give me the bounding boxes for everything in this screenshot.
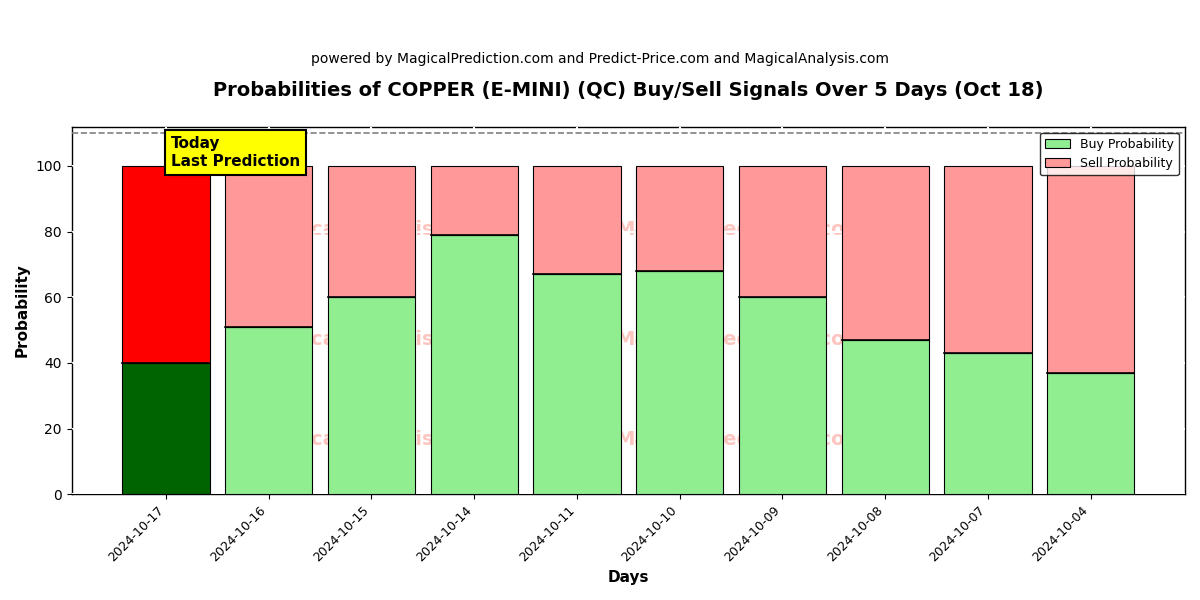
Bar xyxy=(636,271,724,494)
Bar xyxy=(739,297,826,494)
Bar xyxy=(1048,166,1134,373)
Text: MagicalPrediction.com: MagicalPrediction.com xyxy=(614,430,864,449)
Bar xyxy=(431,235,518,494)
Bar xyxy=(226,166,312,327)
Text: MagicalPrediction.com: MagicalPrediction.com xyxy=(614,331,864,349)
Bar xyxy=(1048,373,1134,494)
Bar xyxy=(841,340,929,494)
Text: Today
Last Prediction: Today Last Prediction xyxy=(172,136,300,169)
Text: MagicalAnalysis.com: MagicalAnalysis.com xyxy=(258,331,486,349)
Bar xyxy=(122,363,210,494)
Bar xyxy=(226,327,312,494)
Title: Probabilities of COPPER (E-MINI) (QC) Buy/Sell Signals Over 5 Days (Oct 18): Probabilities of COPPER (E-MINI) (QC) Bu… xyxy=(214,81,1044,100)
Bar xyxy=(328,297,415,494)
Legend: Buy Probability, Sell Probability: Buy Probability, Sell Probability xyxy=(1040,133,1178,175)
Bar xyxy=(122,166,210,363)
Text: MagicalAnalysis.com: MagicalAnalysis.com xyxy=(258,430,486,449)
Bar xyxy=(944,166,1032,353)
Bar xyxy=(944,353,1032,494)
X-axis label: Days: Days xyxy=(607,570,649,585)
Bar xyxy=(739,166,826,297)
Bar xyxy=(636,166,724,271)
Bar xyxy=(841,166,929,340)
Bar xyxy=(533,274,620,494)
Bar xyxy=(533,166,620,274)
Y-axis label: Probability: Probability xyxy=(16,263,30,358)
Text: MagicalPrediction.com: MagicalPrediction.com xyxy=(614,220,864,239)
Text: MagicalAnalysis.com: MagicalAnalysis.com xyxy=(258,220,486,239)
Text: powered by MagicalPrediction.com and Predict-Price.com and MagicalAnalysis.com: powered by MagicalPrediction.com and Pre… xyxy=(311,52,889,66)
Bar xyxy=(431,166,518,235)
Bar xyxy=(328,166,415,297)
